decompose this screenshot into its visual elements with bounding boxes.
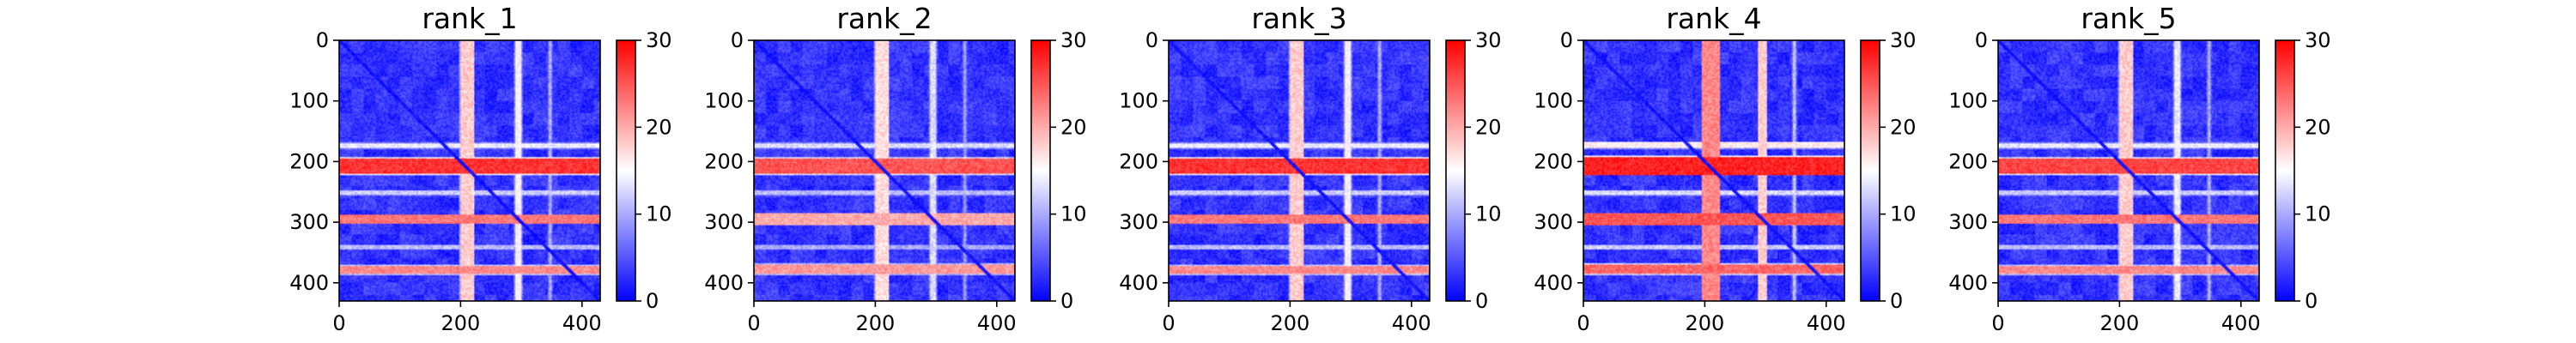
axes-frame <box>1168 39 1431 302</box>
colorbar-tick-label: 10 <box>1890 202 1917 226</box>
colorbar-frame <box>1030 39 1051 302</box>
x-tick-label: 200 <box>2099 311 2139 335</box>
y-tick-label: 100 <box>704 89 744 113</box>
axes-frame <box>338 39 601 302</box>
colorbar-frame <box>1445 39 1466 302</box>
colorbar <box>2275 40 2294 301</box>
colorbar-tick-label: 0 <box>646 289 659 313</box>
y-tick-label: 100 <box>289 89 329 113</box>
colorbar-tick-label: 0 <box>1060 289 1073 313</box>
y-tick-label: 100 <box>1119 89 1158 113</box>
x-tick-label: 200 <box>855 311 895 335</box>
axes-frame <box>1997 39 2260 302</box>
heatmap-image <box>1169 40 1430 301</box>
y-tick-label: 0 <box>1560 28 1573 52</box>
panels: rank_10 200 40001002003004000102030rank_20… <box>289 2 2330 335</box>
y-tick-label: 400 <box>704 271 744 295</box>
y-tick-label: 200 <box>289 149 329 173</box>
chart-title: rank_5 <box>2081 2 2176 35</box>
heatmap-image <box>1998 40 2259 301</box>
chart-title: rank_3 <box>1251 2 1346 35</box>
y-tick-label: 0 <box>1145 28 1158 52</box>
heatmap-image <box>339 40 600 301</box>
y-tick-label: 200 <box>1534 149 1573 173</box>
colorbar-tick-label: 20 <box>1475 115 1502 139</box>
colorbar-frame <box>1860 39 1880 302</box>
colorbar-tick-label: 30 <box>646 28 672 52</box>
colorbar-tick-label: 10 <box>1475 202 1502 226</box>
axes-frame <box>753 39 1016 302</box>
colorbar-frame <box>616 39 636 302</box>
x-tick-label: 400 <box>1807 311 1846 335</box>
y-tick-label: 200 <box>704 149 744 173</box>
y-tick-label: 300 <box>1534 210 1573 234</box>
colorbar-tick-label: 30 <box>2305 28 2331 52</box>
colorbar-tick-label: 20 <box>1060 115 1087 139</box>
colorbar-tick-label: 30 <box>1060 28 1087 52</box>
colorbar-tick-label: 0 <box>2305 289 2318 313</box>
x-tick-label: 200 <box>1685 311 1724 335</box>
colorbar-tick-label: 20 <box>2305 115 2331 139</box>
y-tick-label: 100 <box>1534 89 1573 113</box>
y-tick-label: 300 <box>1948 210 1988 234</box>
colorbar-tick-label: 10 <box>1060 202 1087 226</box>
x-tick-label: 400 <box>562 311 602 335</box>
x-tick-label: 400 <box>2221 311 2261 335</box>
colorbar <box>1861 40 1880 301</box>
y-tick-label: 0 <box>316 28 329 52</box>
y-tick-label: 200 <box>1119 149 1158 173</box>
y-tick-label: 300 <box>704 210 744 234</box>
chart-title: rank_2 <box>836 2 932 35</box>
chart-title: rank_4 <box>1666 2 1761 35</box>
x-tick-label: 400 <box>1392 311 1431 335</box>
colorbar-frame <box>2275 39 2295 302</box>
y-tick-label: 100 <box>1948 89 1988 113</box>
heatmap-image <box>1583 40 1844 301</box>
y-tick-label: 0 <box>731 28 744 52</box>
x-tick-label: 400 <box>977 311 1017 335</box>
x-tick-label: 0 <box>1991 311 2004 335</box>
colorbar <box>1031 40 1050 301</box>
x-tick-label: 0 <box>1577 311 1589 335</box>
axes-frame <box>1583 39 1845 302</box>
x-tick-label: 200 <box>1270 311 1309 335</box>
colorbar-tick-label: 0 <box>1890 289 1903 313</box>
colorbar-tick-label: 20 <box>1890 115 1917 139</box>
chart-title: rank_1 <box>422 2 517 35</box>
y-tick-label: 0 <box>1975 28 1988 52</box>
y-tick-label: 400 <box>1948 271 1988 295</box>
x-tick-label: 0 <box>747 311 760 335</box>
colorbar-tick-label: 0 <box>1475 289 1488 313</box>
y-tick-label: 300 <box>289 210 329 234</box>
y-tick-label: 400 <box>1119 271 1158 295</box>
x-tick-label: 0 <box>1162 311 1175 335</box>
y-tick-label: 400 <box>289 271 329 295</box>
colorbar <box>1446 40 1465 301</box>
heatmap-image <box>754 40 1015 301</box>
x-tick-label: 0 <box>332 311 345 335</box>
y-tick-label: 400 <box>1534 271 1573 295</box>
colorbar-tick-label: 10 <box>2305 202 2331 226</box>
colorbar-tick-label: 30 <box>1475 28 1502 52</box>
colorbar-tick-label: 30 <box>1890 28 1917 52</box>
colorbar-tick-label: 20 <box>646 115 672 139</box>
colorbar <box>617 40 635 301</box>
colorbar-tick-label: 10 <box>646 202 672 226</box>
x-tick-label: 200 <box>440 311 480 335</box>
y-tick-label: 300 <box>1119 210 1158 234</box>
y-tick-label: 200 <box>1948 149 1988 173</box>
